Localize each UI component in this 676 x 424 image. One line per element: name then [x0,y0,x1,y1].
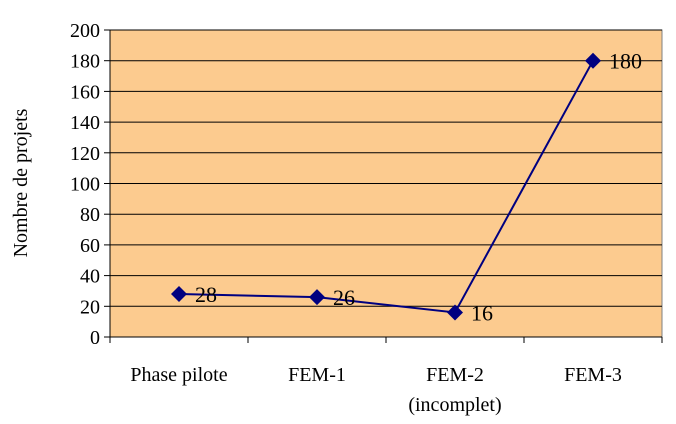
x-tick-label: Phase pilote [130,364,227,386]
data-label: 28 [195,282,217,307]
y-tick-label: 160 [70,81,100,103]
series-group [171,52,601,321]
y-tick-label: 20 [80,296,100,318]
data-label: 180 [609,49,642,74]
y-tick-label: 0 [90,327,100,349]
y-tick-label: 140 [70,112,100,134]
y-tick-labels: 0 20 40 60 80 100 120 140 160 180 200 [70,20,100,349]
axes [104,29,663,343]
gridlines [110,29,662,307]
x-tick-labels: Phase pilote FEM-1 FEM-2 (incomplet) FEM-3 [130,364,622,416]
y-tick-label: 100 [70,174,100,196]
x-tick-label: FEM-1 [288,364,346,386]
data-point-marker [309,289,325,306]
series-line [178,60,594,314]
data-label: 16 [471,300,493,325]
y-tick-label: 40 [80,266,100,288]
y-axis-title: Nombre de projets [10,108,32,257]
y-tick-label: 180 [70,51,100,73]
x-tick-label: FEM-2 [426,364,484,386]
y-tick-label: 120 [70,143,100,165]
data-labels: 28 26 16 180 [195,49,642,326]
data-label: 26 [333,285,355,310]
y-tick-label: 200 [70,20,100,42]
data-point-marker [447,304,463,321]
y-tick-label: 80 [80,204,100,226]
x-tick-label: (incomplet) [408,394,501,416]
y-tick-label: 60 [80,235,100,257]
data-point-marker [171,286,187,303]
data-point-marker [585,52,601,69]
x-tick-label: FEM-3 [564,364,622,386]
